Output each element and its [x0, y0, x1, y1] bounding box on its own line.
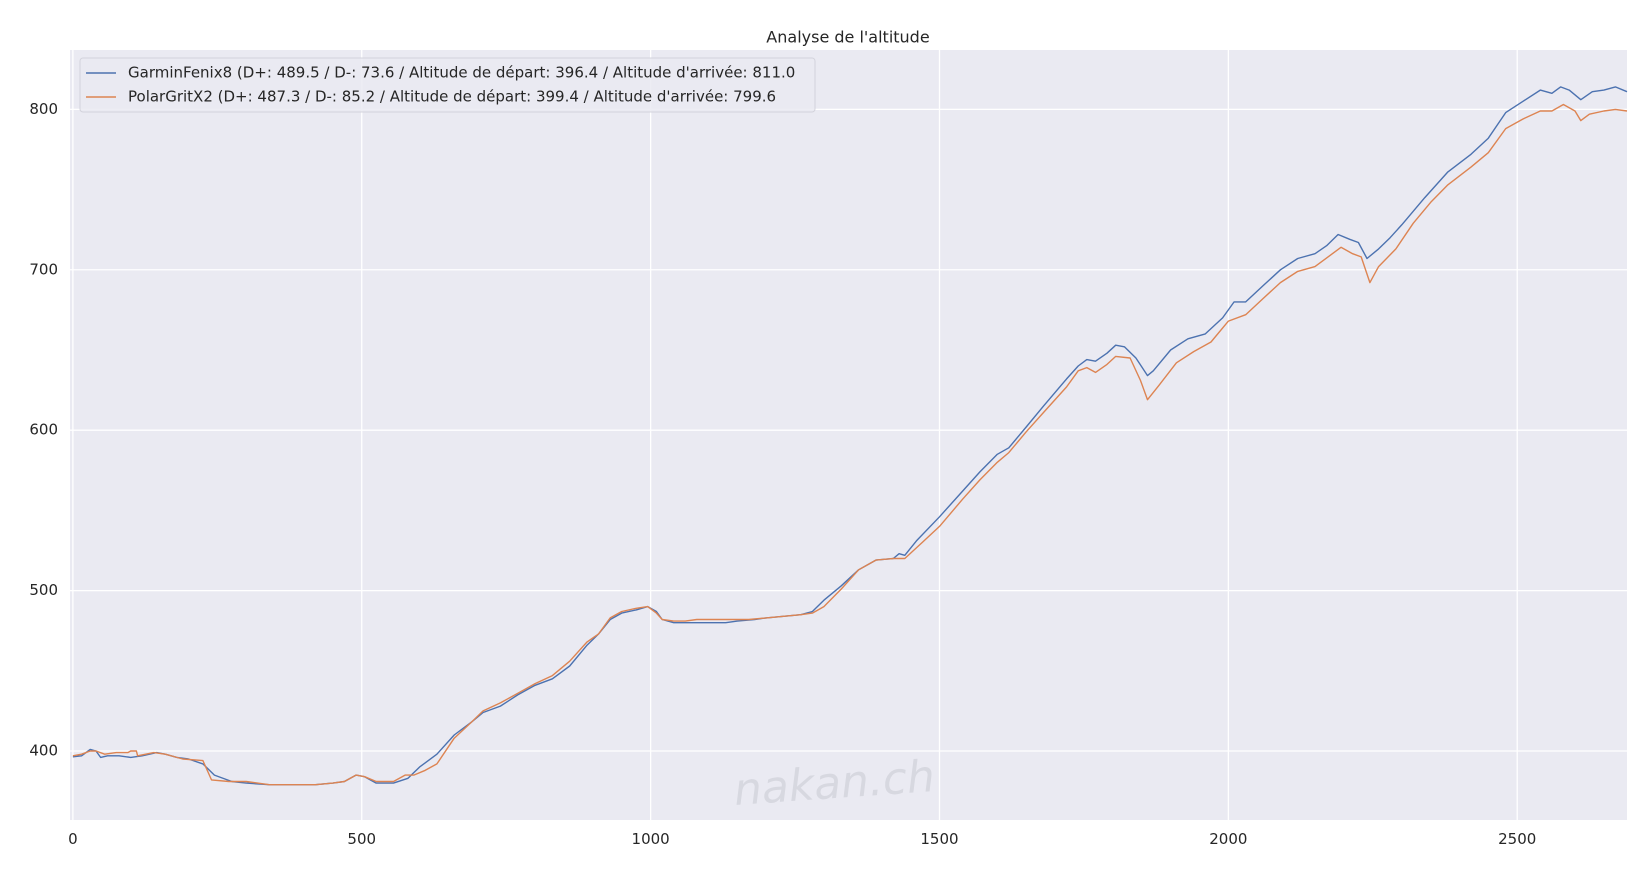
legend-box: [79, 57, 816, 113]
series-lines: [72, 86, 1628, 786]
x-tick-label: 2500: [1498, 830, 1536, 848]
y-tick-label: 400: [29, 742, 58, 760]
x-axis-ticks: 0 500 1000 1500 2000 2500: [68, 830, 1536, 848]
series-line-1: [72, 103, 1628, 786]
legend-label: PolarGritX2 (D+: 487.3 / D-: 85.2 / Alti…: [128, 88, 776, 106]
legend-label: GarminFenix8 (D+: 489.5 / D-: 73.6 / Alt…: [128, 64, 795, 82]
y-tick-label: 600: [29, 421, 58, 439]
legend: GarminFenix8 (D+: 489.5 / D-: 73.6 / Alt…: [79, 57, 816, 113]
y-tick-label: 800: [29, 100, 58, 118]
y-tick-label: 500: [29, 581, 58, 599]
y-axis-ticks: 400 500 600 700 800: [29, 100, 58, 760]
y-tick-label: 700: [29, 260, 58, 278]
x-tick-label: 2000: [1209, 830, 1247, 848]
chart-title: Analyse de l'altitude: [766, 28, 929, 47]
x-tick-label: 0: [68, 830, 78, 848]
x-tick-label: 1000: [632, 830, 670, 848]
plot-background: [70, 50, 1627, 820]
x-tick-label: 1500: [920, 830, 958, 848]
x-tick-label: 500: [347, 830, 376, 848]
